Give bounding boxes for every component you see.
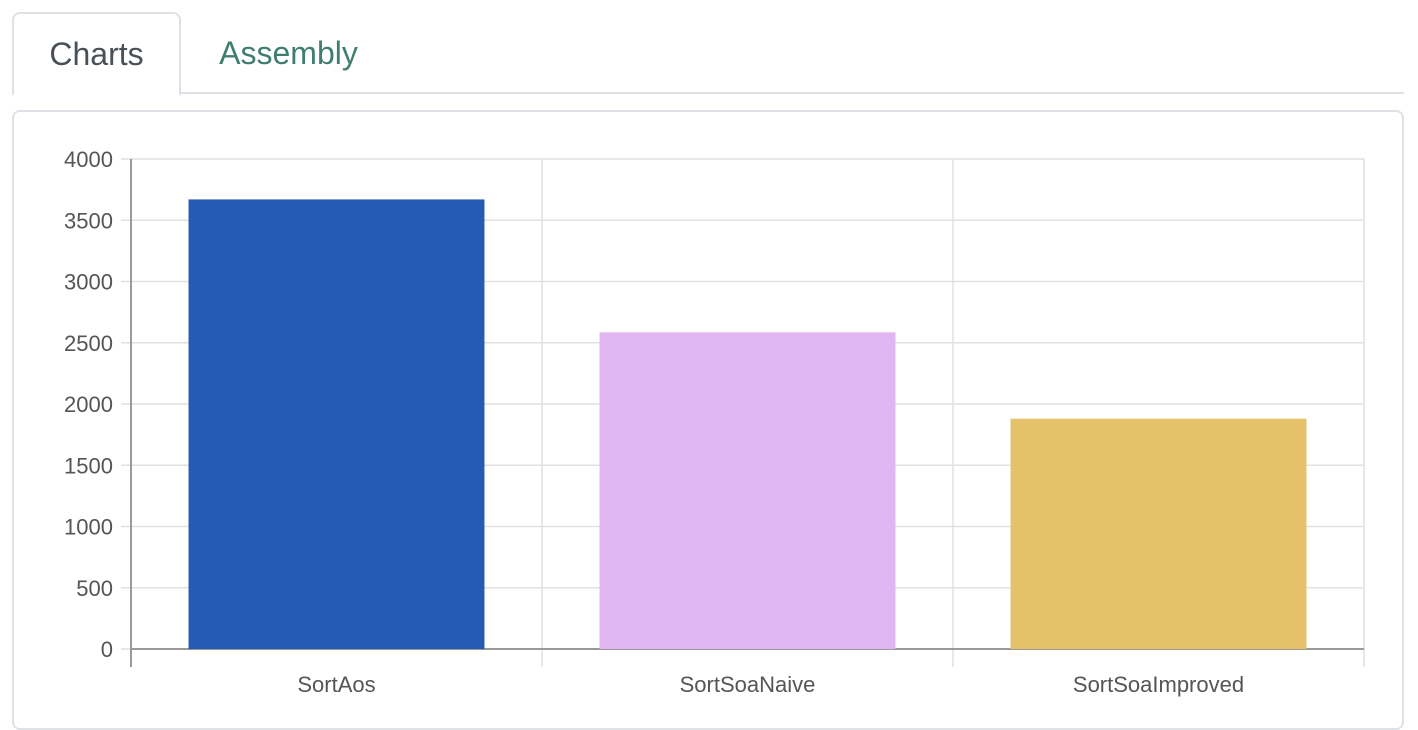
tab-charts[interactable]: Charts (12, 12, 181, 96)
y-tick-label: 4000 (64, 147, 113, 172)
x-tick-label: SortAos (297, 672, 375, 697)
x-tick-label: SortSoaImproved (1073, 672, 1244, 697)
y-tick-label: 3500 (64, 208, 113, 233)
y-tick-label: 1500 (64, 453, 113, 478)
y-tick-label: 2500 (64, 331, 113, 356)
bar-chart: 0 500 1000 1500 2000 2500 3000 3500 4000 SortAos S… (64, 147, 1365, 697)
y-tick-label: 1000 (64, 515, 113, 540)
bar-sortsoaimproved (1010, 418, 1307, 649)
tab-assembly[interactable]: Assembly (181, 12, 396, 94)
tab-charts-label: Charts (49, 35, 144, 72)
bar-sortaos (188, 199, 485, 650)
y-tick-label: 500 (76, 576, 113, 601)
y-tick-label: 0 (101, 637, 113, 662)
tab-bar: Charts Assembly (12, 12, 1404, 96)
tab-assembly-label: Assembly (219, 34, 358, 71)
y-tick-label: 3000 (64, 270, 113, 295)
x-tick-label: SortSoaNaive (680, 672, 816, 697)
bar-sortsoanaive (599, 332, 896, 649)
y-tick-label: 2000 (64, 392, 113, 417)
